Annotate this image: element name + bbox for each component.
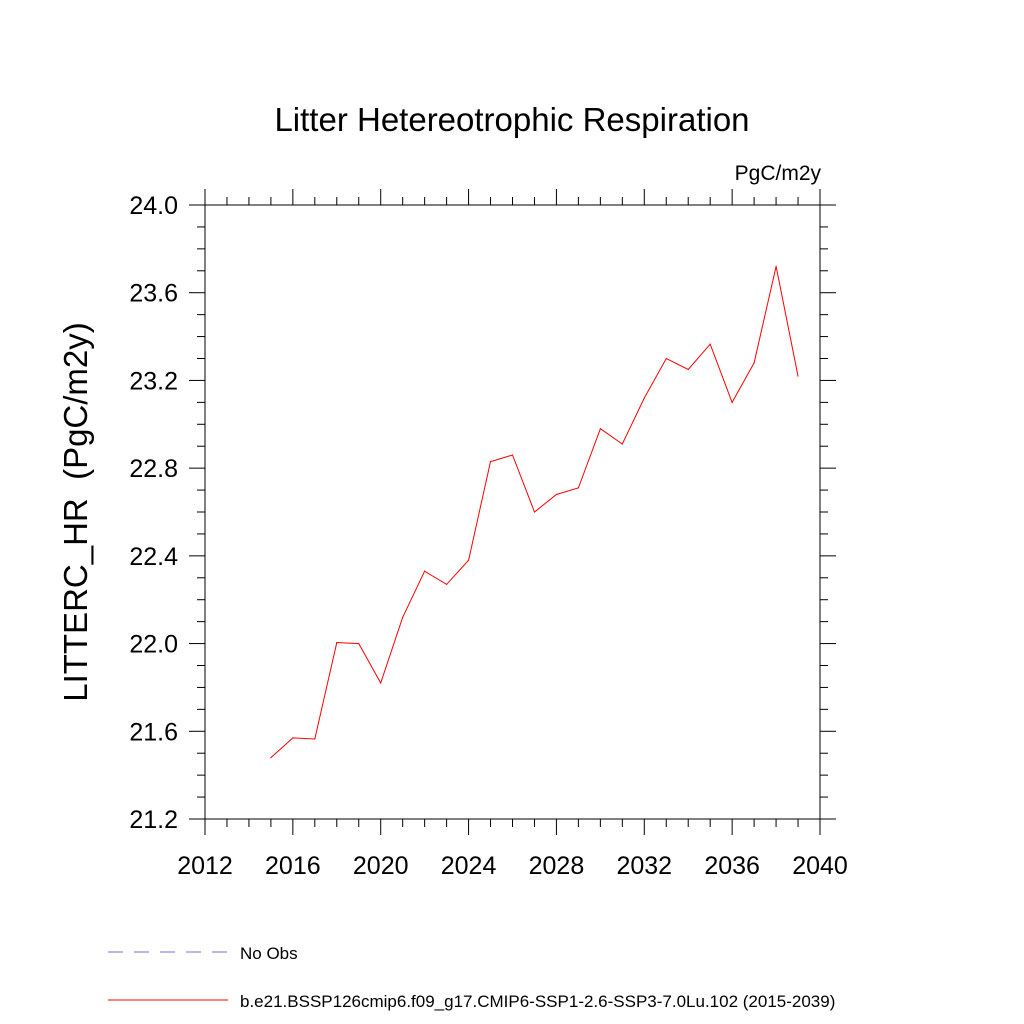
y-tick-label: 22.0 [129,631,178,659]
data-point [731,401,733,403]
data-point [577,487,579,489]
data-point [424,570,426,572]
data-point [599,428,601,430]
x-tick-label: 2032 [616,852,672,880]
x-tick-label: 2028 [529,852,585,880]
data-point [489,460,492,463]
y-tick-label: 24.0 [129,192,178,220]
data-point [270,757,272,759]
data-point [621,443,623,445]
data-point [555,493,558,496]
y-tick-label: 23.2 [129,367,178,395]
data-point [775,265,777,267]
y-axis-label: LITTERC_HR (PgC/m2y) [57,322,94,702]
legend-label: No Obs [240,944,298,963]
data-point [665,357,667,360]
y-tick-label: 22.4 [129,543,178,571]
data-point [511,454,514,456]
data-point [533,511,536,513]
x-tick-label: 2036 [704,852,760,880]
data-point [358,642,360,645]
data-point [402,616,404,618]
data-point [336,641,338,644]
y-tick-label: 23.6 [129,280,178,308]
x-tick-label: 2024 [441,852,497,880]
data-point [687,368,689,371]
data-point [643,397,645,399]
x-tick-label: 2020 [353,852,409,880]
y-tick-label: 21.2 [129,806,178,834]
chart-title: Litter Hetereotrophic Respiration [274,101,749,138]
y-tick-label: 21.6 [129,718,178,746]
legend-label: b.e21.BSSP126cmip6.f09_g17.CMIP6-SSP1-2.… [240,992,835,1011]
plot-frame [204,204,821,820]
data-point [446,583,448,585]
data-point [314,738,316,740]
x-tick-label: 2016 [265,852,321,880]
y-tick-label: 22.8 [129,455,178,483]
data-point [709,343,711,345]
x-tick-label: 2012 [177,852,233,880]
data-point [292,737,294,739]
data-point [797,375,799,377]
data-point [753,362,755,364]
units-label: PgC/m2y [735,162,822,185]
data-point [380,682,382,684]
x-tick-label: 2040 [792,852,848,880]
data-point [467,559,470,561]
